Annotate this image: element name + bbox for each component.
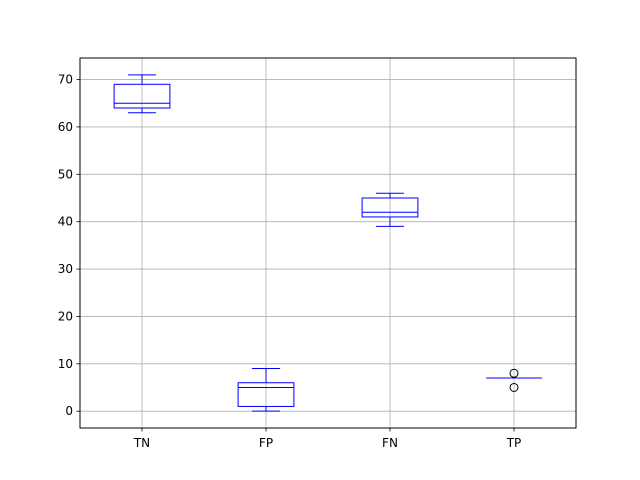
y-tick-label: 70 [58,73,73,87]
outlier-point [509,368,519,378]
box-fp [237,368,295,412]
iqr-box [113,83,171,109]
y-tick-label: 60 [58,120,73,134]
y-tick-label: 50 [58,167,73,181]
box-tp [486,368,542,392]
box-tn [113,74,171,114]
x-tick-label: TN [133,436,150,450]
y-tick-label: 0 [65,404,73,418]
y-tick-label: 20 [58,309,73,323]
iqr-box [361,197,419,218]
iqr-box [237,382,295,407]
y-tick-label: 30 [58,262,73,276]
outlier-point [509,382,519,392]
plot-area-background [80,58,576,428]
x-tick-label: TP [506,436,522,450]
tick-layer: 0 10 20 30 40 50 60 70 TN FP FN TP [58,73,522,450]
x-tick-label: FP [259,436,273,450]
x-tick-label: FN [382,436,398,450]
box-layer [113,74,542,412]
y-tick-label: 40 [58,215,73,229]
plot-frame [79,57,577,429]
grid-layer [80,58,576,428]
y-tick-label: 10 [58,357,73,371]
box-fn [361,192,419,227]
